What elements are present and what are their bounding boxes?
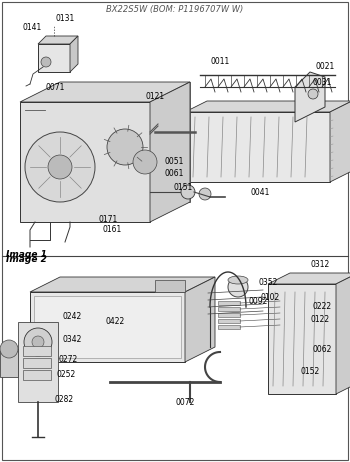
Text: BX22S5W (BOM: P1196707W W): BX22S5W (BOM: P1196707W W) (106, 5, 244, 14)
Circle shape (133, 150, 157, 174)
Text: 0252: 0252 (56, 370, 76, 379)
Bar (218, 325, 240, 329)
Text: Image 1: Image 1 (6, 250, 47, 259)
Polygon shape (60, 82, 190, 202)
Text: 0021: 0021 (315, 62, 335, 71)
Polygon shape (268, 284, 336, 394)
Circle shape (107, 129, 143, 165)
Polygon shape (30, 277, 215, 292)
Text: 0121: 0121 (146, 92, 164, 101)
Polygon shape (336, 273, 350, 394)
Circle shape (308, 89, 318, 99)
Text: 0422: 0422 (105, 317, 125, 326)
Text: 0152: 0152 (300, 367, 320, 376)
Text: 0141: 0141 (22, 23, 42, 32)
Circle shape (25, 132, 95, 202)
Polygon shape (38, 36, 78, 44)
Text: 0282: 0282 (55, 395, 74, 404)
Text: 0062: 0062 (312, 345, 332, 354)
Ellipse shape (228, 276, 248, 284)
Text: 0222: 0222 (313, 302, 331, 311)
Text: 0352: 0352 (258, 278, 278, 287)
Text: 0102: 0102 (260, 293, 280, 302)
Bar (218, 319, 240, 323)
Text: 0122: 0122 (310, 315, 330, 324)
Polygon shape (185, 277, 215, 362)
Text: 0151: 0151 (173, 183, 193, 192)
Circle shape (181, 185, 195, 199)
Text: 0312: 0312 (310, 260, 330, 269)
Polygon shape (20, 102, 150, 222)
Polygon shape (18, 322, 58, 402)
Bar (0, 349, 18, 377)
Text: 0171: 0171 (98, 215, 118, 224)
Bar (218, 301, 240, 305)
Text: 0242: 0242 (62, 312, 82, 321)
Polygon shape (155, 280, 185, 292)
Polygon shape (30, 292, 185, 362)
Text: 0011: 0011 (210, 57, 230, 66)
Text: 0031: 0031 (312, 78, 332, 87)
Circle shape (0, 340, 18, 358)
Polygon shape (330, 101, 350, 182)
Circle shape (199, 188, 211, 200)
Bar (23, 370, 51, 380)
Text: 0061: 0061 (164, 169, 184, 178)
Polygon shape (150, 82, 190, 222)
Polygon shape (185, 112, 330, 182)
Polygon shape (20, 82, 190, 102)
Polygon shape (34, 296, 181, 358)
Bar (218, 307, 240, 311)
Circle shape (32, 336, 44, 348)
Polygon shape (38, 44, 70, 72)
Polygon shape (295, 72, 325, 122)
Text: Image 2: Image 2 (6, 255, 47, 264)
Text: 0071: 0071 (45, 83, 65, 92)
Text: 0051: 0051 (164, 157, 184, 166)
Text: 0092: 0092 (248, 297, 268, 306)
Circle shape (48, 155, 72, 179)
Text: 0161: 0161 (102, 225, 122, 234)
Text: 0131: 0131 (55, 14, 75, 23)
Bar (140, 126, 152, 138)
Bar (23, 358, 51, 368)
Circle shape (41, 57, 51, 67)
Text: 0072: 0072 (175, 398, 195, 407)
Bar (23, 346, 51, 356)
Polygon shape (185, 101, 350, 112)
Polygon shape (70, 36, 78, 72)
Circle shape (228, 277, 248, 297)
Bar (218, 313, 240, 317)
Text: 0041: 0041 (250, 188, 270, 197)
Text: 0272: 0272 (58, 355, 78, 364)
Text: 0342: 0342 (62, 335, 82, 344)
Polygon shape (268, 273, 350, 284)
Circle shape (24, 328, 52, 356)
